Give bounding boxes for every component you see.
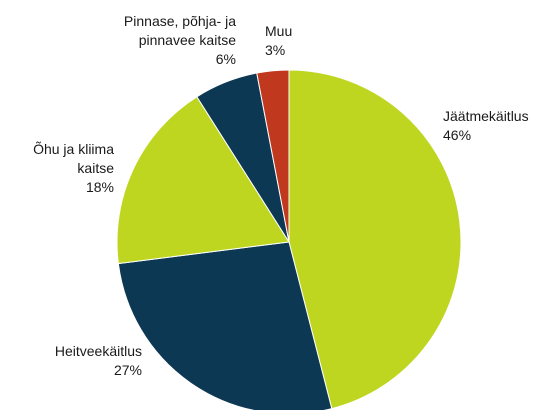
category-name: Heitveekäitlus bbox=[54, 343, 142, 359]
value-label: 6% bbox=[215, 51, 236, 67]
value-label: 18% bbox=[85, 179, 114, 195]
slice-label: Jäätmekäitlus 46% bbox=[443, 107, 558, 145]
pie-slice bbox=[288, 69, 462, 410]
pie-slice bbox=[117, 241, 333, 410]
value-label: 3% bbox=[265, 42, 286, 58]
slice-label: Heitveekäitlus 27% bbox=[12, 342, 142, 380]
category-name: Muu bbox=[265, 23, 293, 39]
slice-label: Muu 3% bbox=[265, 22, 325, 60]
category-name: Õhu ja kliima kaitse bbox=[33, 141, 114, 176]
pie-slice bbox=[116, 96, 290, 265]
category-name: Pinnase, põhja- ja pinnavee kaitse bbox=[123, 13, 236, 48]
slice-label: Pinnase, põhja- ja pinnavee kaitse 6% bbox=[106, 12, 236, 69]
value-label: 46% bbox=[443, 127, 472, 143]
slice-label: Õhu ja kliima kaitse 18% bbox=[14, 140, 114, 197]
pie-slice bbox=[256, 69, 290, 243]
value-label: 27% bbox=[113, 362, 142, 378]
category-name: Jäätmekäitlus bbox=[443, 108, 529, 124]
